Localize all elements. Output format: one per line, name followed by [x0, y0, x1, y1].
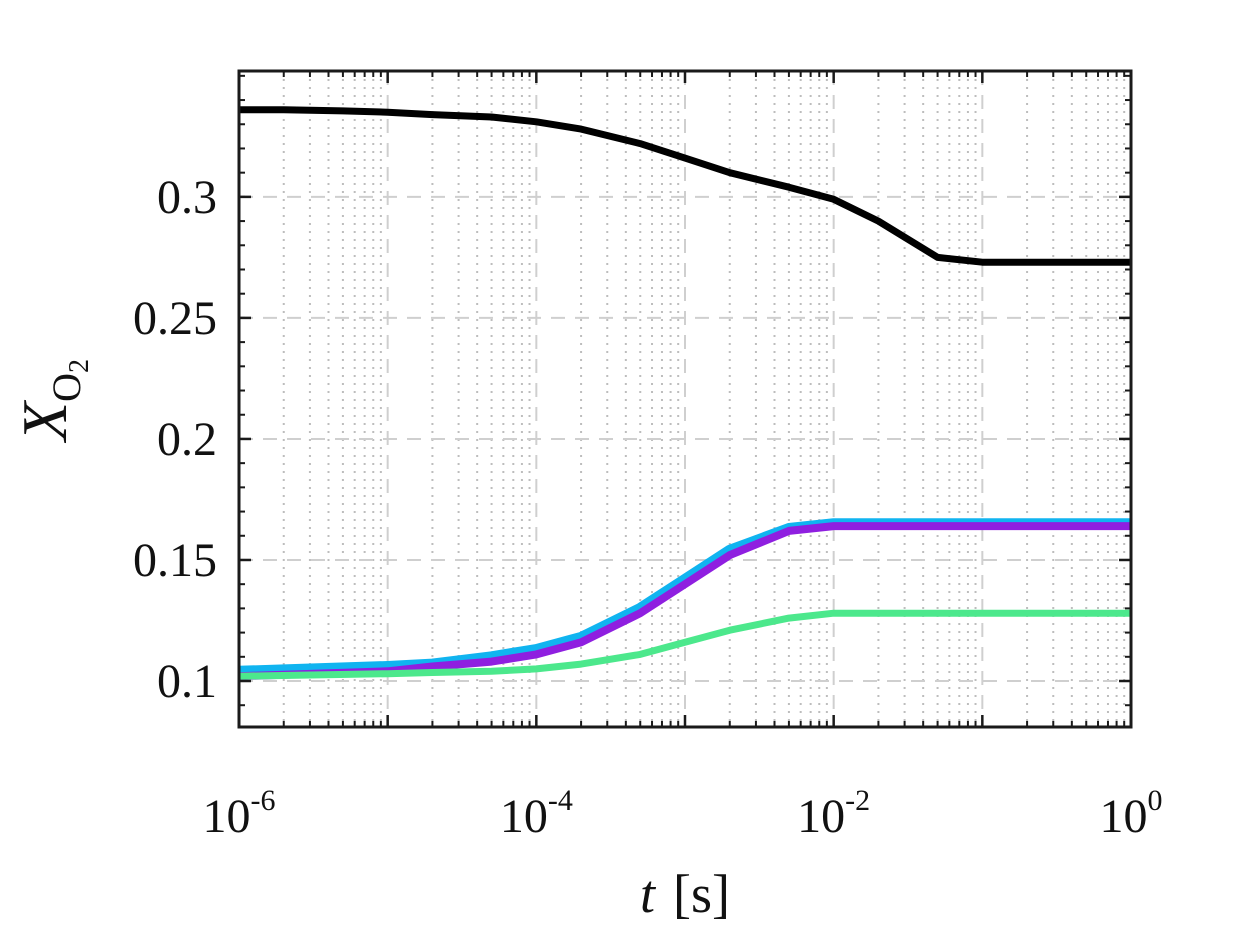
y-axis-title: XO2: [9, 359, 95, 444]
x-tick-base: 10: [797, 790, 845, 843]
y-tick-labels: 0.1 0.15 0.2 0.25 0.3: [133, 171, 217, 708]
y-tick-label: 0.2: [157, 413, 217, 466]
x-tick-base: 10: [203, 790, 251, 843]
x-tick-exponent: -4: [548, 784, 573, 817]
x-tick-exponent: -2: [845, 784, 870, 817]
series-line-3: [238, 522, 1131, 681]
series-line-1: [239, 106, 1131, 266]
y-tick-label: 0.3: [157, 171, 217, 224]
x-tick-label: 10-6: [203, 784, 276, 843]
series-line-4: [238, 609, 1131, 680]
series-layer: [238, 106, 1131, 681]
x-tick-base: 10: [1100, 790, 1148, 843]
minor-grid: [282, 71, 1126, 727]
x-axis-title: t [s]: [640, 864, 730, 924]
major-grid: [239, 71, 1131, 727]
y-tick-label: 0.25: [133, 292, 217, 345]
tick-marks: [237, 71, 1133, 727]
x-tick-exponent: 0: [1148, 784, 1163, 817]
x-tick-label: 10-2: [797, 784, 870, 843]
x-tick-exponent: -6: [251, 784, 276, 817]
x-tick-base: 10: [500, 790, 548, 843]
y-tick-label: 0.15: [133, 534, 217, 587]
x-tick-label: 100: [1100, 784, 1163, 843]
y-tick-label: 0.1: [157, 655, 217, 708]
x-tick-labels: 10-6 10-4 10-2 100: [203, 784, 1163, 843]
x-tick-label: 10-4: [500, 784, 573, 843]
